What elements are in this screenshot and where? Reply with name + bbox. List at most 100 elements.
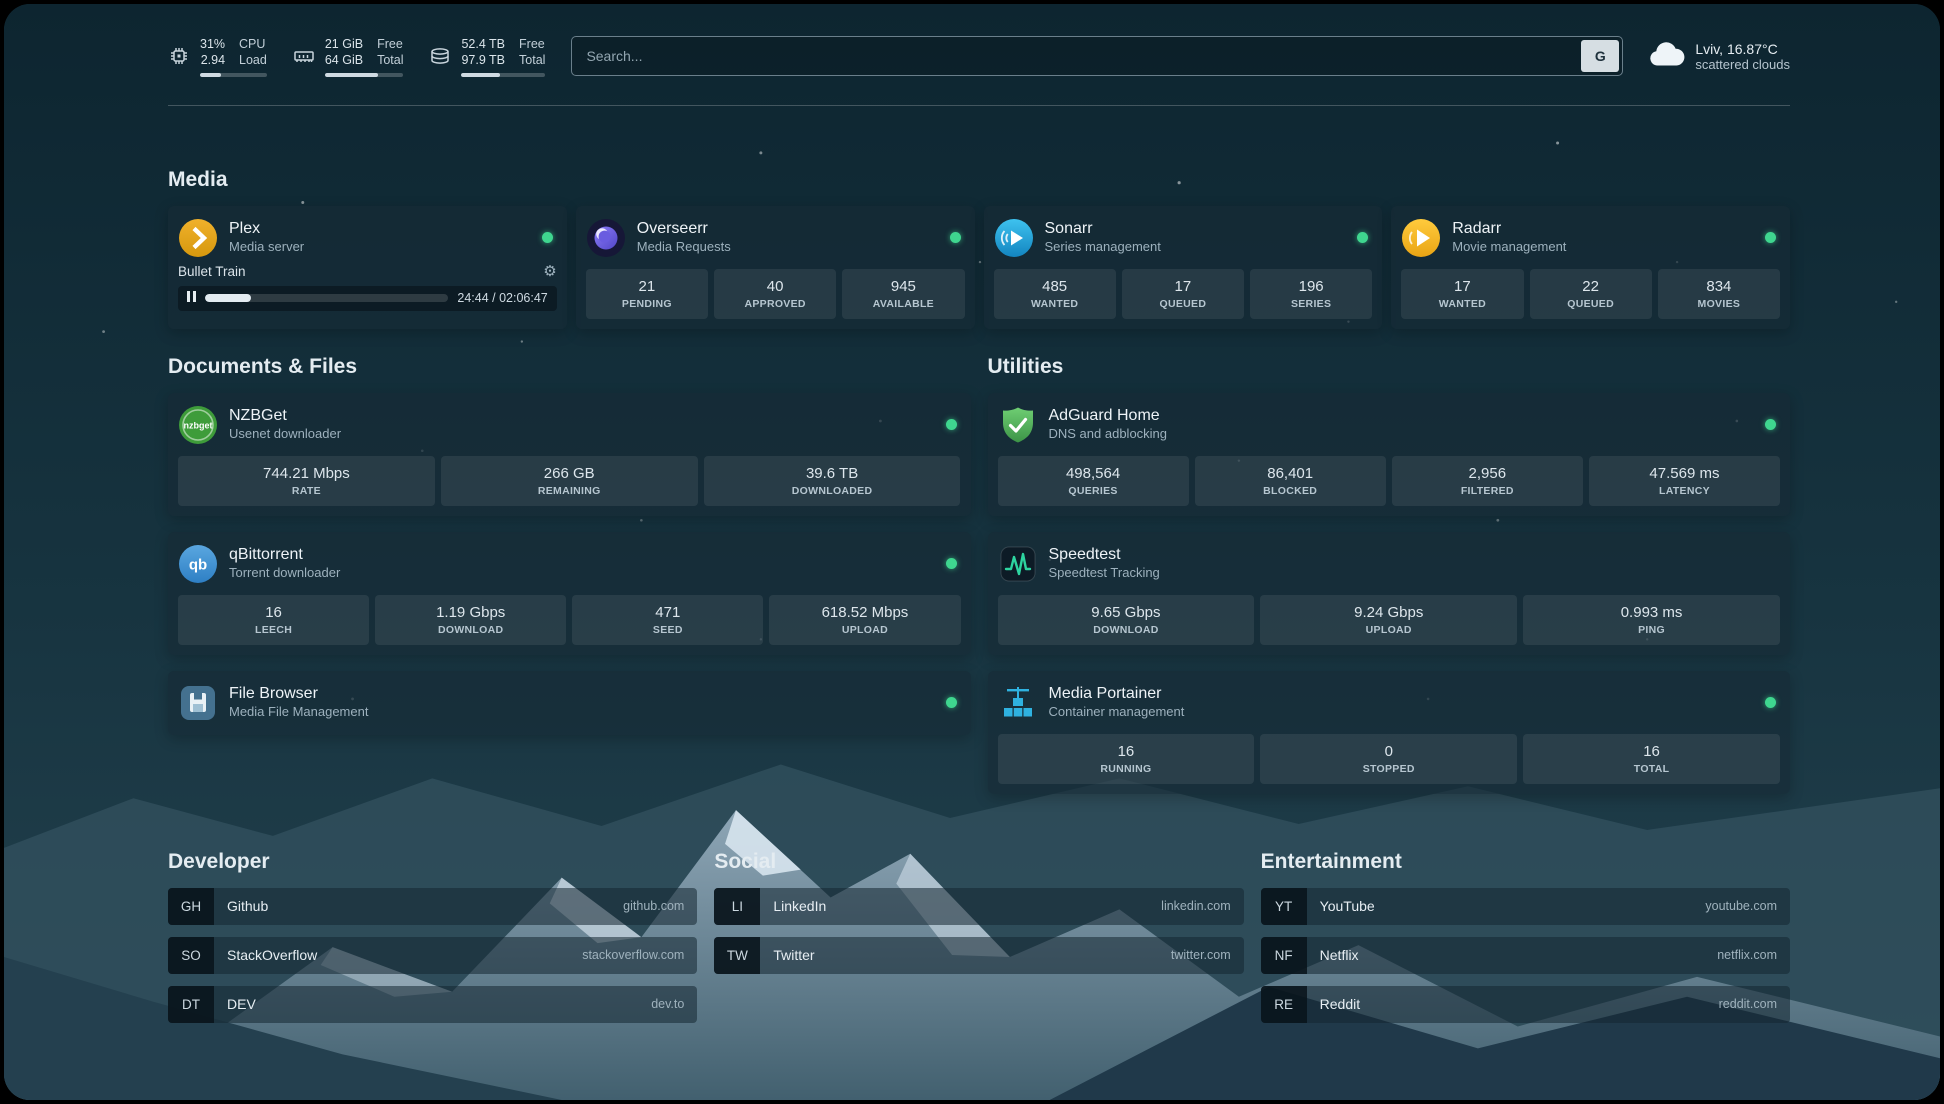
bookmark-twitter[interactable]: TW Twitter twitter.com (714, 936, 1244, 974)
stat-label: DOWNLOAD (1093, 623, 1159, 636)
service-subtitle: Media server (229, 239, 305, 255)
disk-widget: 52.4 TB 97.9 TB Free Total (429, 36, 546, 77)
pause-icon[interactable] (187, 289, 196, 307)
bookmark-netflix[interactable]: NF Netflix netflix.com (1260, 936, 1790, 974)
service-title: Plex (229, 220, 261, 238)
stat: 16 RUNNING (997, 733, 1255, 784)
bookmark-stackoverflow[interactable]: SO StackOverflow stackoverflow.com (168, 936, 698, 974)
search-provider-button[interactable]: G (1581, 40, 1620, 73)
stat-label: REMAINING (537, 484, 601, 497)
disk-total: 97.9 TB (461, 53, 506, 68)
bookmark-reddit[interactable]: RE Reddit reddit.com (1260, 985, 1790, 1023)
service-title: Media Portainer (1048, 685, 1162, 703)
overseerr-card[interactable]: Overseerr Media Requests 21 PENDING 40 A… (575, 205, 975, 329)
bookmark-name: StackOverflow (227, 947, 318, 963)
stat: 9.24 Gbps UPLOAD (1260, 594, 1518, 645)
bookmark-url: stackoverflow.com (582, 948, 685, 962)
section-media: Media Plex Medi (168, 168, 1790, 329)
stat: 618.52 Mbps UPLOAD (769, 594, 961, 645)
now-playing-bar: 24:44 / 02:06:47 (178, 285, 557, 311)
bookmark-dev[interactable]: DT DEV dev.to (168, 985, 698, 1023)
disk-label-2: Total (519, 53, 546, 68)
stat-value: 9.65 Gbps (1091, 603, 1161, 621)
stat-label: AVAILABLE (872, 297, 934, 310)
bookmark-youtube[interactable]: YT YouTube youtube.com (1260, 887, 1790, 925)
service-subtitle: Speedtest Tracking (1048, 565, 1160, 581)
disk-bar (461, 72, 546, 77)
stat: 17 QUEUED (1121, 268, 1244, 319)
resource-widgets: 31% 2.94 CPU Load (168, 36, 546, 77)
bookmark-github[interactable]: GH Github github.com (168, 887, 698, 925)
bookmark-name: Twitter (773, 947, 815, 963)
adguard-card[interactable]: AdGuard Home DNS and adblocking 498,564 … (987, 392, 1790, 516)
section-title-media: Media (168, 167, 228, 191)
portainer-card[interactable]: Media Portainer Container management 16 … (987, 670, 1790, 794)
weather-widget: Lviv, 16.87°C scattered clouds (1647, 40, 1790, 73)
speedtest-icon (998, 544, 1038, 584)
service-title: Sonarr (1044, 220, 1093, 238)
stat: 2,956 FILTERED (1391, 455, 1583, 506)
bookmark-abbr: GH (168, 887, 214, 925)
bookmark-name: LinkedIn (773, 898, 827, 914)
memory-total: 64 GiB (324, 53, 364, 68)
memory-widget: 21 GiB 64 GiB Free Total (293, 36, 404, 77)
stat: 16 LEECH (178, 594, 370, 645)
service-subtitle: Container management (1048, 704, 1185, 720)
filebrowser-card[interactable]: File Browser Media File Management (168, 670, 971, 735)
stat: 1.19 Gbps DOWNLOAD (375, 594, 567, 645)
bookmark-abbr: RE (1260, 985, 1307, 1023)
adguard-icon (998, 405, 1038, 445)
nzbget-card[interactable]: nzbget NZBGet Usenet downloader 744.21 M… (168, 392, 971, 516)
stat: 86,401 BLOCKED (1194, 455, 1386, 506)
stat: 40 APPROVED (714, 268, 837, 319)
search-input[interactable] (572, 37, 1582, 76)
service-subtitle: Usenet downloader (229, 426, 342, 442)
service-subtitle: DNS and adblocking (1048, 426, 1168, 442)
bookmark-linkedin[interactable]: LI LinkedIn linkedin.com (714, 887, 1244, 925)
stat-label: SEED (652, 623, 683, 636)
stat-value: 9.24 Gbps (1354, 603, 1424, 621)
bookmark-abbr: DT (168, 985, 214, 1023)
stat-value: 471 (655, 603, 681, 621)
qbittorrent-card[interactable]: qb qBittorrent Torrent downloader 16 LEE… (168, 531, 971, 655)
progress-track[interactable] (205, 294, 449, 302)
stat-value: 17 (1454, 277, 1471, 295)
now-playing-time: 24:44 / 02:06:47 (457, 291, 548, 305)
stat-label: BLOCKED (1263, 484, 1318, 497)
plex-card[interactable]: Plex Media server Bullet Train ⚙ (168, 205, 567, 329)
stat-value: 485 (1042, 277, 1068, 295)
stat-label: RUNNING (1100, 762, 1152, 775)
stat: 485 WANTED (993, 268, 1116, 319)
stat: 39.6 TB DOWNLOADED (703, 455, 961, 506)
stat-label: FILTERED (1460, 484, 1514, 497)
status-dot (1765, 697, 1776, 708)
stat-value: 834 (1706, 277, 1732, 295)
stat-label: LATENCY (1658, 484, 1710, 497)
sonarr-card[interactable]: Sonarr Series management 485 WANTED 17 Q… (983, 205, 1383, 329)
service-title: Speedtest (1048, 546, 1121, 564)
weather-condition: scattered clouds (1695, 56, 1790, 72)
bookmark-abbr: TW (714, 936, 761, 974)
stat-value: 744.21 Mbps (263, 464, 350, 482)
bookmarks-entertainment: Entertainment YT YouTube youtube.com NF … (1260, 849, 1790, 1035)
topbar: 31% 2.94 CPU Load (168, 36, 1790, 77)
bookmarks-social: Social LI LinkedIn linkedin.com TW Twitt… (714, 850, 1244, 986)
radarr-card[interactable]: Radarr Movie management 17 WANTED 22 QUE… (1391, 205, 1790, 329)
stat-label: WANTED (1030, 297, 1079, 310)
stat-value: 16 (1643, 742, 1660, 760)
stat-value: 39.6 TB (805, 464, 859, 482)
disk-free: 52.4 TB (461, 37, 506, 51)
search-bar[interactable]: G (571, 36, 1624, 77)
stat-label: LEECH (255, 623, 293, 636)
section-title-developer: Developer (168, 849, 270, 873)
gear-icon[interactable]: ⚙ (543, 262, 557, 280)
nzbget-icon: nzbget (178, 405, 218, 445)
status-dot (945, 697, 957, 708)
bookmark-abbr: LI (714, 887, 761, 925)
status-dot (945, 558, 957, 569)
speedtest-card[interactable]: Speedtest Speedtest Tracking 9.65 Gbps D… (987, 531, 1790, 655)
memory-free: 21 GiB (324, 37, 364, 51)
stat: 266 GB REMAINING (440, 455, 698, 506)
stat-value: 47.569 ms (1649, 464, 1720, 482)
section-title-entertainment: Entertainment (1260, 849, 1402, 873)
